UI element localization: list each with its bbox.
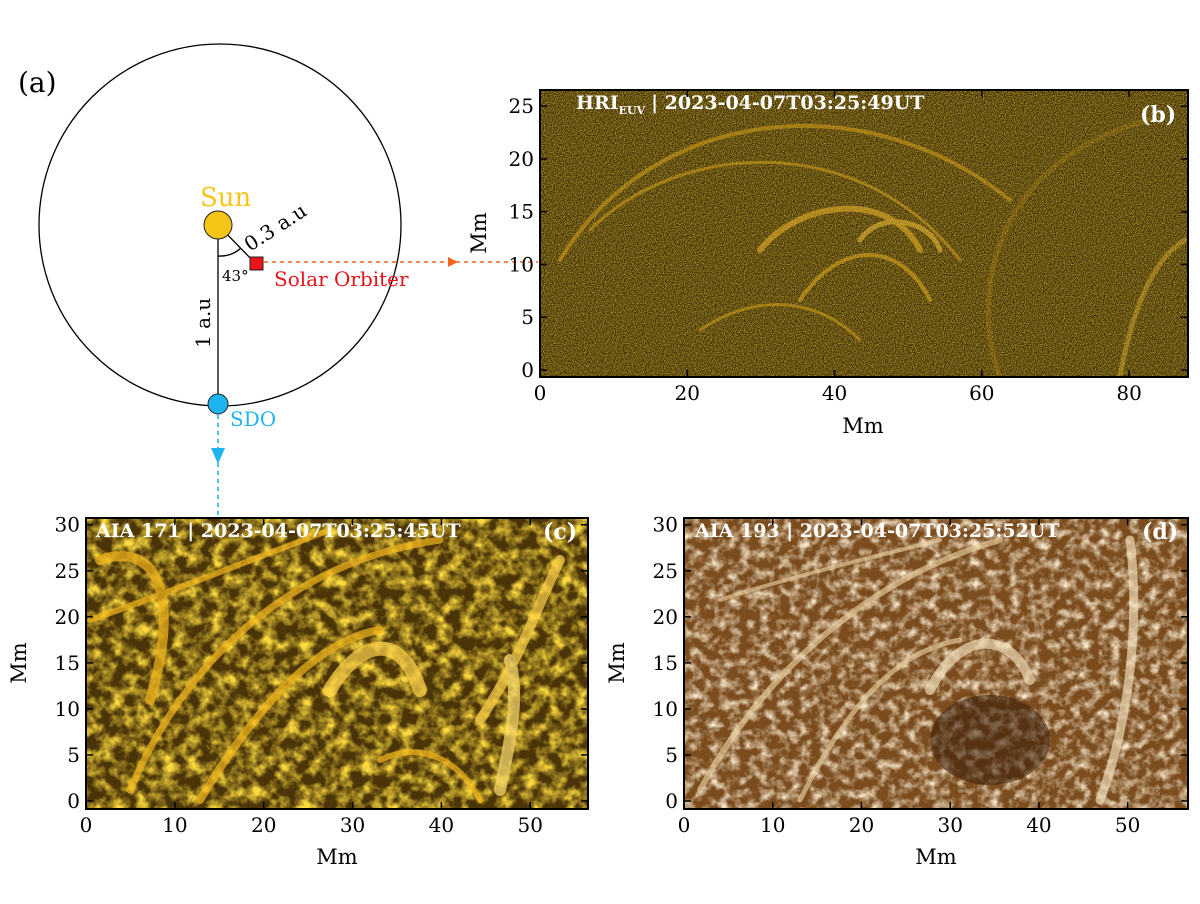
angle-label: 43° <box>222 267 249 285</box>
y-tick-label: 20 <box>55 605 80 629</box>
aia171-loop-structures <box>87 527 565 804</box>
y-tick-label: 5 <box>67 743 80 767</box>
x-tick-label: 40 <box>429 813 454 837</box>
x-tick-label: 0 <box>534 381 547 405</box>
y-tick-label: 0 <box>521 358 534 382</box>
y-tick-label: 10 <box>55 697 80 721</box>
y-tick-label: 5 <box>521 305 534 329</box>
sdo-label: SDO <box>230 407 276 431</box>
y-tick-label: 0 <box>67 789 80 813</box>
sun-label: Sun <box>200 183 252 213</box>
panel-d-y-label: Mm <box>605 642 629 684</box>
y-tick-label: 5 <box>665 743 678 767</box>
y-tick-label: 25 <box>55 559 80 583</box>
panel-c-y-label: Mm <box>7 642 31 684</box>
y-tick-label: 10 <box>653 697 678 721</box>
angle-arc <box>217 247 242 257</box>
panel-a-label: (a) <box>18 66 57 99</box>
solar-orbiter-icon <box>249 256 264 271</box>
x-tick-label: 10 <box>162 813 187 837</box>
y-tick-label: 15 <box>509 200 534 224</box>
panel-c-label: (c) <box>543 519 577 545</box>
y-tick-label: 15 <box>55 651 80 675</box>
x-tick-label: 40 <box>822 381 847 405</box>
y-tick-label: 30 <box>653 513 678 537</box>
panel-b-y-axis: 0 5 10 15 20 25 <box>509 94 1188 382</box>
y-tick-label: 30 <box>55 513 80 537</box>
panel-b-x-label: Mm <box>842 414 884 438</box>
panel-b-label: (b) <box>1140 102 1176 128</box>
panel-d-label: (d) <box>1142 519 1178 545</box>
panel-d-y-axis: 0 5 10 15 20 25 30 <box>653 513 1188 813</box>
x-tick-label: 30 <box>937 813 962 837</box>
panel-b-title: HRIEUV | 2023-04-07T03:25:49UT <box>576 92 924 117</box>
panel-c-title: AIA 171 | 2023-04-07T03:25:45UT <box>95 520 461 542</box>
y-tick-label: 15 <box>653 651 678 675</box>
panel-c-x-label: Mm <box>316 845 358 869</box>
x-tick-label: 20 <box>675 381 700 405</box>
panel-d-x-axis: 0 10 20 30 40 50 <box>678 518 1140 837</box>
x-tick-label: 10 <box>760 813 785 837</box>
y-tick-label: 10 <box>509 252 534 276</box>
panel-b-y-label: Mm <box>467 212 491 254</box>
y-tick-label: 20 <box>653 605 678 629</box>
sdo-icon <box>207 393 229 415</box>
x-tick-label: 50 <box>518 813 543 837</box>
y-tick-label: 25 <box>653 559 678 583</box>
x-tick-label: 50 <box>1115 813 1140 837</box>
panel-c-x-axis: 0 10 20 30 40 50 <box>80 518 543 837</box>
sun-icon <box>203 210 233 240</box>
x-tick-label: 80 <box>1116 381 1141 405</box>
x-tick-label: 0 <box>80 813 93 837</box>
panel-a-orbit-diagram: (a) Sun 0.3 a.u 43° 1 a.u Solar Orbiter … <box>18 43 538 515</box>
panel-b-hri-image: HRIEUV | 2023-04-07T03:25:49UT (b) 0 20 40 6… <box>467 89 1189 438</box>
panel-b-x-axis: 0 20 40 60 80 <box>534 90 1142 405</box>
hri-loop-structures <box>558 117 1188 377</box>
distance-long-label: 1 a.u <box>191 298 215 348</box>
solar-orbiter-label: Solar Orbiter <box>274 267 409 291</box>
panel-c-aia171-image: AIA 171 | 2023-04-07T03:25:45UT (c) 0 10 2… <box>7 513 589 869</box>
y-tick-label: 25 <box>509 94 534 118</box>
panel-b-frame <box>539 89 1189 378</box>
x-tick-label: 20 <box>849 813 874 837</box>
x-tick-label: 60 <box>969 381 994 405</box>
x-tick-label: 30 <box>340 813 365 837</box>
aia193-dark-region <box>930 695 1050 785</box>
panel-d-title: AIA 193 | 2023-04-07T03:25:52UT <box>694 520 1060 542</box>
panel-d-aia193-image: AIA 193 | 2023-04-07T03:25:52UT (d) 0 10 2… <box>605 513 1189 869</box>
aia193-loop-structures <box>697 535 1139 805</box>
x-tick-label: 0 <box>678 813 691 837</box>
y-tick-label: 20 <box>509 147 534 171</box>
panel-c-y-axis: 0 5 10 15 20 25 30 <box>55 513 588 813</box>
x-tick-label: 20 <box>251 813 276 837</box>
y-tick-label: 0 <box>665 789 678 813</box>
x-tick-label: 40 <box>1026 813 1051 837</box>
sdo-view-arrow <box>211 448 225 464</box>
panel-d-x-label: Mm <box>915 845 957 869</box>
